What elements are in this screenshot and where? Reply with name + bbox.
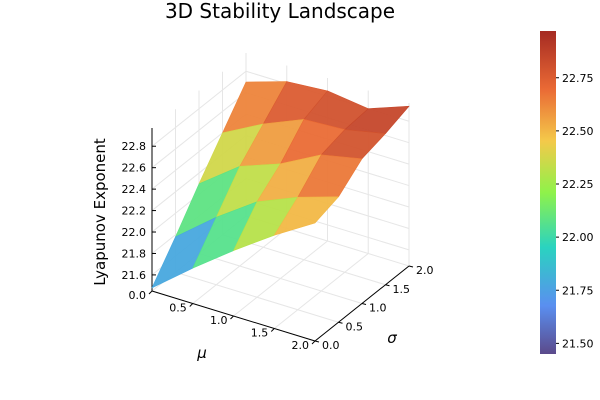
y-tick-label: 0.0 bbox=[322, 339, 340, 352]
x-tick-label: 1.0 bbox=[210, 314, 228, 327]
x-tick-mark bbox=[230, 315, 234, 320]
chart-title: 3D Stability Landscape bbox=[165, 0, 395, 23]
x-tick-mark bbox=[189, 303, 194, 307]
colorbar-tick-label: 22.75 bbox=[562, 72, 594, 85]
x-tick-label: 2.0 bbox=[292, 339, 310, 352]
floor-gridline-y bbox=[175, 271, 339, 323]
tick-layer: 21.6 21.8 22.0 22.2 22.4 22.6 22.8 0.0 0.5 1.0 1.5… bbox=[122, 140, 434, 352]
z-tick-label: 22.2 bbox=[122, 205, 147, 218]
y-tick-mark bbox=[385, 284, 390, 287]
y-axis-label: σ bbox=[387, 329, 397, 347]
surface-layer bbox=[151, 81, 410, 289]
colorbar-tick-label: 22.00 bbox=[562, 231, 594, 244]
colorbar-tick-label: 21.50 bbox=[562, 337, 594, 350]
x-tick-label: 1.5 bbox=[251, 327, 269, 340]
surface-patch bbox=[273, 196, 340, 236]
y-tick-mark bbox=[408, 265, 414, 268]
colorbar-tick-label: 21.75 bbox=[562, 284, 594, 297]
x-tick-mark bbox=[148, 290, 153, 295]
y-tick-label: 1.0 bbox=[369, 302, 387, 315]
x-tick-mark bbox=[311, 340, 316, 345]
leftwall-gridline-z bbox=[151, 70, 247, 147]
leftwall-gridline-z bbox=[151, 92, 247, 169]
x-tick-mark bbox=[270, 328, 275, 332]
z-tick-label: 22.4 bbox=[122, 183, 147, 196]
z-tick-label: 22.8 bbox=[122, 140, 147, 153]
x-tick-label: 0.0 bbox=[129, 289, 147, 302]
z-tick-label: 22.6 bbox=[122, 162, 147, 175]
y-tick-mark bbox=[338, 321, 343, 324]
x-axis-label: μ bbox=[196, 344, 207, 362]
z-axis-label: Lyapunov Exponent bbox=[91, 138, 109, 286]
colorbar-tick-label: 22.50 bbox=[562, 125, 594, 138]
z-tick-label: 21.6 bbox=[122, 269, 147, 282]
floor-gridline-y bbox=[198, 253, 363, 304]
z-tick-label: 22.0 bbox=[122, 226, 147, 239]
y-tick-mark bbox=[314, 340, 320, 343]
z-tick-label: 21.8 bbox=[122, 247, 147, 260]
y-tick-label: 0.5 bbox=[346, 320, 364, 333]
x-tick-label: 0.5 bbox=[169, 302, 187, 315]
y-tick-mark bbox=[361, 303, 367, 305]
y-tick-label: 1.5 bbox=[393, 283, 411, 296]
y-tick-label: 2.0 bbox=[416, 264, 434, 277]
colorbar: 21.50 21.75 22.00 22.25 22.50 22.75 bbox=[540, 31, 594, 354]
colorbar-gradient bbox=[540, 31, 556, 354]
colorbar-tick-label: 22.25 bbox=[562, 178, 594, 191]
